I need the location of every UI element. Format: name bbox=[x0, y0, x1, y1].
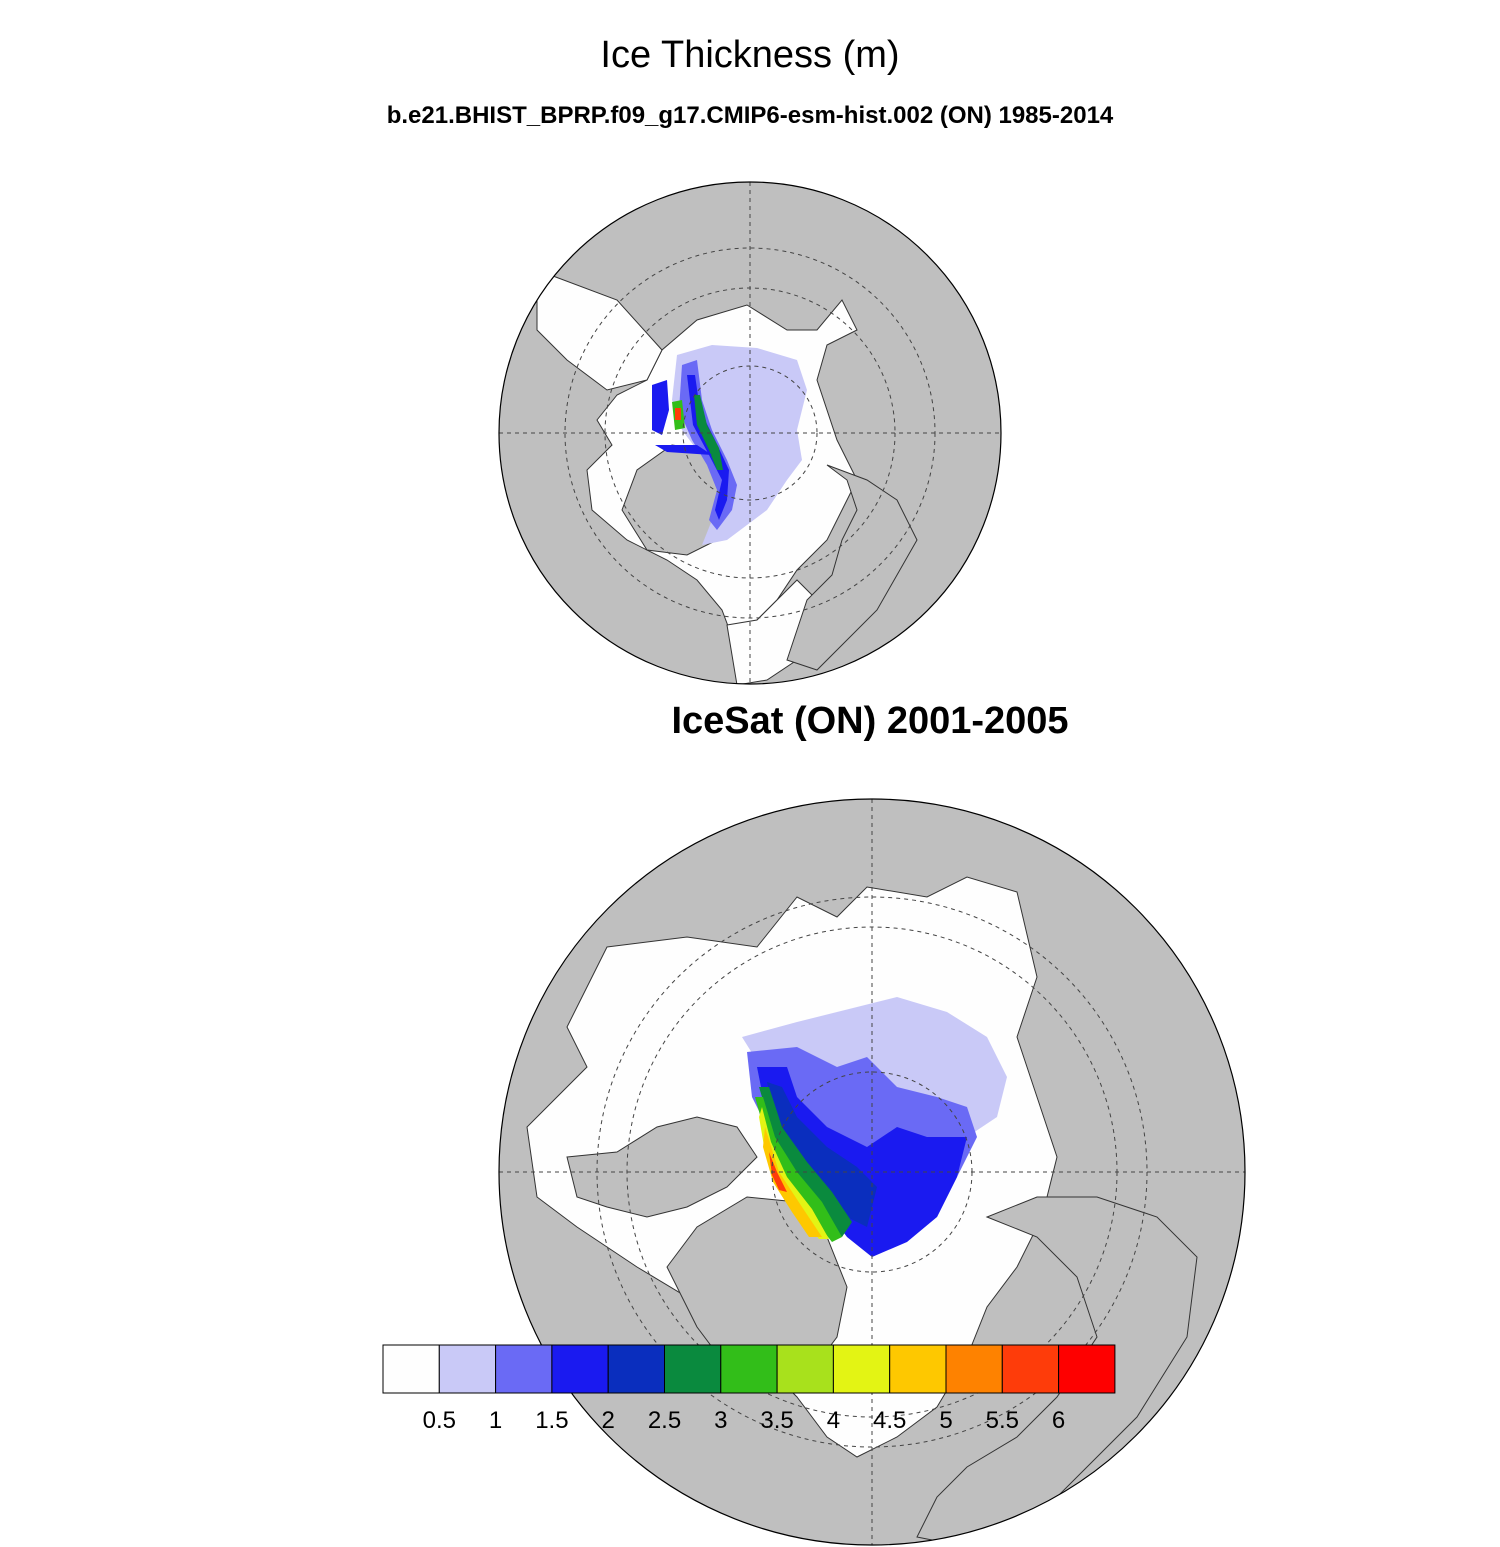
north-atlantic bbox=[536, 269, 663, 391]
colorbar-label: 3.5 bbox=[760, 1407, 793, 1434]
colorbar-swatch bbox=[720, 1344, 778, 1394]
ice-4.5-5.5 bbox=[763, 1127, 822, 1237]
colorbar: 0.5 1 1.5 2 2.5 3 3.5 4 4.5 5 5.5 6 bbox=[382, 1344, 1116, 1434]
colorbar-swatch bbox=[1001, 1344, 1060, 1394]
eurasia bbox=[786, 464, 918, 671]
colorbar-swatch bbox=[945, 1344, 1003, 1394]
panel1-map bbox=[498, 181, 1002, 685]
graticule bbox=[499, 182, 1001, 684]
colorbar-label: 6 bbox=[1052, 1407, 1065, 1434]
colorbar-swatch bbox=[664, 1344, 722, 1394]
ice-1.5-2 bbox=[757, 1067, 967, 1257]
ice-2.5-3 bbox=[759, 1087, 852, 1237]
colorbar-swatch bbox=[832, 1344, 891, 1394]
colorbar-label: 3 bbox=[714, 1407, 727, 1434]
colorbar-label: 2.5 bbox=[648, 1407, 681, 1434]
colorbar-label: 5.5 bbox=[986, 1407, 1019, 1434]
colorbar-swatch bbox=[495, 1344, 553, 1394]
colorbar-label: 5 bbox=[939, 1407, 952, 1434]
colorbar-label: 4.5 bbox=[873, 1407, 906, 1434]
colorbar-swatch bbox=[382, 1344, 440, 1394]
colorbar-swatch bbox=[889, 1344, 947, 1394]
figure-title: Ice Thickness (m) bbox=[600, 34, 900, 76]
colorbar-swatch bbox=[551, 1344, 609, 1394]
caa-max-ice bbox=[675, 408, 681, 420]
colorbar-label: 0.5 bbox=[423, 1407, 456, 1434]
graticule bbox=[499, 799, 1245, 1545]
panel1-title: b.e21.BHIST_BPRP.f09_g17.CMIP6-esm-hist.… bbox=[386, 102, 1114, 129]
colorbar-label: 1 bbox=[489, 1407, 502, 1434]
colorbar-swatch bbox=[1058, 1344, 1116, 1394]
map-border bbox=[498, 181, 1002, 685]
ice-0.5-1 bbox=[672, 345, 807, 545]
ice-3-3.5 bbox=[755, 1097, 842, 1242]
colorbar-swatch bbox=[438, 1344, 497, 1394]
colorbar-label: 2 bbox=[602, 1407, 615, 1434]
colorbar-label: 1.5 bbox=[535, 1407, 568, 1434]
colorbar-swatch bbox=[776, 1344, 834, 1394]
colorbar-label: 4 bbox=[827, 1407, 840, 1434]
panel2-title: IceSat (ON) 2001-2005 bbox=[671, 700, 1069, 742]
ice-2-2.5 bbox=[767, 1082, 877, 1227]
colorbar-swatch bbox=[607, 1344, 665, 1394]
caa-channel-ice bbox=[652, 380, 712, 455]
